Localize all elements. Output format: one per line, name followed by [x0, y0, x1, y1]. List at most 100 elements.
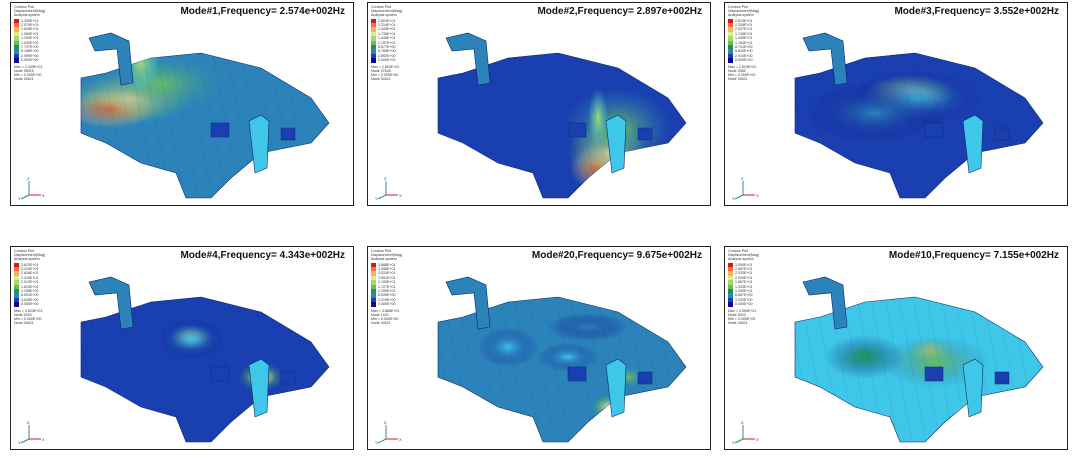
mode-title: Mode#20,Frequency= 9.675e+002Hz	[531, 250, 702, 261]
legend-row: 2.079E+01	[14, 23, 74, 28]
legend-value: 2.667E+01	[735, 267, 753, 272]
legend-value: 2.818E+01	[21, 271, 39, 276]
displacement-hotspot	[588, 88, 608, 148]
mount-bracket	[567, 366, 587, 382]
legend-row: 2.591E+01	[371, 275, 431, 281]
subframe-model-view[interactable]	[725, 3, 1068, 206]
legend-scale: 3.888E+01 3.456E+01 3.024E+01 2.591E+01 2.15…	[371, 262, 431, 307]
legend-scale: 2.603E+01 2.314E+01 2.025E+01 1.735E+01 1.44…	[371, 18, 431, 63]
legend-max-line: Max = 3.623E+01	[14, 308, 43, 313]
legend-value: 1.667E+01	[735, 280, 753, 285]
legend-value: 2.314E+01	[378, 23, 396, 28]
triad-axis-label-z: Z	[27, 176, 30, 181]
legend-row: 0.000E+00	[14, 58, 74, 63]
legend-row: 1.157E+01	[371, 40, 431, 45]
mode-panel-3[interactable]: Mode#3,Frequency= 3.552e+002Hz Contour Pl…	[724, 2, 1068, 206]
subframe-tower-arm	[88, 276, 134, 330]
displacement-hotspot	[880, 336, 990, 388]
legend-swatch	[14, 44, 19, 50]
legend-row: 1.296E+01	[371, 288, 431, 294]
displacement-hotspot	[478, 327, 538, 367]
legend-row: 8.051E+00	[14, 293, 74, 298]
legend-row: 2.910E+00	[728, 53, 788, 59]
subframe-model-view[interactable]	[11, 247, 354, 450]
legend-min-node: Node 34621	[371, 321, 391, 326]
triad-axis-label-x: X	[756, 437, 759, 442]
contour-legend: Contour Plot Displacement(Mag) Analysis sy…	[371, 249, 431, 325]
legend-stats: Max = 2.603E+01 Node 37628 Min = 0.000E+00…	[371, 65, 431, 82]
legend-header-line: Contour Plot	[371, 249, 391, 253]
subframe-model-view[interactable]	[368, 247, 711, 450]
legend-value: 1.610E+01	[21, 284, 39, 289]
legend-header-line: Analysis system	[371, 257, 397, 262]
legend-header-line: Analysis system	[14, 257, 40, 262]
subframe-model-view[interactable]	[368, 3, 711, 206]
legend-value: 3.333E+00	[735, 297, 753, 302]
legend-value: 3.456E+01	[378, 267, 396, 272]
mode-panel-1[interactable]: Mode#1,Frequency= 2.574e+002Hz Contour Pl…	[10, 2, 354, 206]
subframe-tower-arm	[445, 276, 491, 330]
legend-swatch	[728, 284, 733, 289]
legend-max-node: Node 37628	[371, 68, 391, 73]
mode-panel-4[interactable]: Mode#4,Frequency= 4.343e+002Hz Contour Pl…	[10, 246, 354, 450]
mode-panel-2[interactable]: Mode#2,Frequency= 2.897e+002Hz Contour Pl…	[367, 2, 711, 206]
legend-swatch	[371, 288, 376, 294]
legend-value: 8.731E+00	[735, 45, 753, 50]
legend-swatch	[728, 40, 733, 45]
legend-value: 1.333E+01	[735, 284, 753, 289]
legend-swatch	[371, 284, 376, 289]
subframe-tower-arm	[802, 276, 848, 330]
legend-swatch	[728, 31, 733, 37]
legend-max-line: Max = 2.339E+01	[14, 64, 43, 69]
subframe-model-view[interactable]	[725, 247, 1068, 450]
mount-bracket	[994, 127, 1010, 141]
legend-swatch	[371, 23, 376, 28]
subframe-model-view[interactable]	[11, 3, 354, 206]
legend-swatch	[14, 271, 19, 276]
legend-swatch	[728, 267, 733, 272]
legend-swatch	[371, 297, 376, 303]
legend-value: 3.000E+01	[735, 262, 753, 267]
subframe-right-post	[962, 358, 984, 418]
legend-header-line: Contour Plot	[14, 5, 34, 9]
displacement-hotspot	[548, 313, 628, 341]
legend-value: 1.559E+01	[21, 31, 39, 36]
legend-swatch	[14, 262, 19, 267]
subframe-right-post	[248, 114, 270, 174]
legend-value: 2.333E+01	[735, 271, 753, 276]
mount-bracket	[994, 371, 1010, 385]
legend-value: 1.819E+01	[21, 27, 39, 32]
mount-bracket	[637, 127, 653, 141]
mode-panel-6[interactable]: Mode#10,Frequency= 7.155e+002Hz Contour P…	[724, 246, 1068, 450]
mode-title: Mode#10,Frequency= 7.155e+002Hz	[888, 250, 1059, 261]
legend-row: 2.159E+01	[371, 280, 431, 285]
legend-value: 1.296E+01	[378, 289, 396, 294]
legend-value: 1.746E+01	[735, 31, 753, 36]
legend-min-node: Node 34621	[371, 77, 391, 82]
legend-row: 0.000E+00	[728, 58, 788, 63]
legend-row: 1.735E+01	[371, 31, 431, 37]
legend-value: 2.603E+01	[378, 18, 396, 23]
legend-max-node: Node 5330	[14, 312, 32, 317]
legend-value: 4.319E+00	[378, 297, 396, 302]
legend-swatch	[14, 288, 19, 294]
mount-bracket	[210, 366, 230, 382]
legend-value: 1.455E+01	[735, 36, 753, 41]
triad-axis-label-x: X	[756, 193, 759, 198]
triad-axis-label-z: Z	[741, 176, 744, 181]
triad-axis-label-x: X	[42, 193, 45, 198]
legend-swatch	[371, 49, 376, 54]
legend-value: 2.619E+01	[735, 18, 753, 23]
legend-stats: Max = 3.623E+01 Node 5330 Min = 0.000E+00 N…	[14, 309, 74, 326]
contour-legend: Contour Plot Displacement(Mag) Analysis sy…	[728, 5, 788, 81]
legend-value: 2.892E+00	[378, 53, 396, 58]
legend-value: 1.299E+01	[21, 36, 39, 41]
legend-value: 5.198E+00	[21, 49, 39, 54]
triad-axis-label-x: X	[42, 437, 45, 442]
legend-value: 0.000E+00	[735, 58, 753, 63]
displacement-hotspot	[538, 343, 598, 371]
legend-max-node: Node 5203	[728, 312, 746, 317]
mode-panel-5[interactable]: Mode#20,Frequency= 9.675e+002Hz Contour P…	[367, 246, 711, 450]
displacement-hotspot	[805, 83, 945, 143]
legend-min-line: Min = 0.000E+00	[371, 72, 399, 77]
